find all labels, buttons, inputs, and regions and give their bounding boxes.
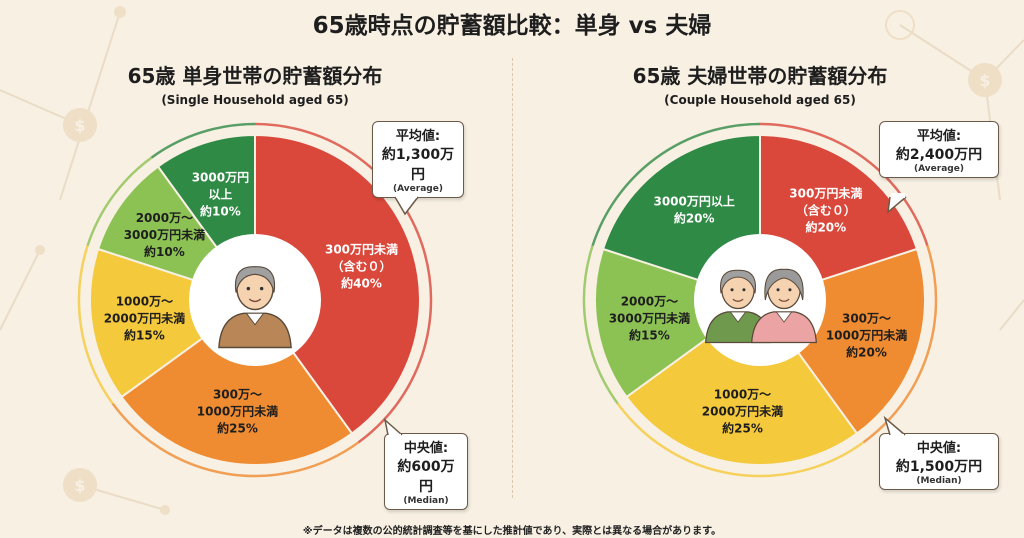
slice-category-label: （含む０） xyxy=(332,258,392,273)
slice-label: 3000万円以上約20% xyxy=(653,193,734,225)
slice-category-label: 以上 xyxy=(208,186,232,201)
slice-value-label: 約25% xyxy=(722,421,763,436)
slice-category-label: 2000万～ xyxy=(136,211,193,225)
elderly-man-icon xyxy=(218,266,292,349)
outer-ring-arc xyxy=(86,156,153,246)
slice-category-label: 1000万円未満 xyxy=(826,328,907,343)
page-title: 65歳時点の貯蓄額比較：単身 vs 夫婦 xyxy=(312,13,712,39)
slice-label: 2000万～ 3000万円未満約15% xyxy=(609,295,690,343)
slice-value-label: 約20% xyxy=(674,210,715,225)
average-label: 平均値: xyxy=(916,129,962,144)
single-chart-heading: 65歳 単身世帯の貯蓄額分布 (Single Household aged 65… xyxy=(35,60,475,107)
single-pie-chart: 300万円未満 （含む０） 約40% 300万～ 1000万円未満約25% 1000万～ 2… xyxy=(77,122,433,478)
slice-value-label: 約25% xyxy=(217,421,258,436)
couple-average-callout: 平均値: 約2,400万円 (Average) xyxy=(879,121,999,178)
slice-value-label: 約40% xyxy=(341,275,382,290)
slice-category-label: 2000万円未満 xyxy=(702,404,783,419)
svg-text:$: $ xyxy=(74,476,85,495)
median-value: 約600万円 xyxy=(397,459,455,495)
slice-value-label: 約20% xyxy=(846,345,887,360)
pie-slice xyxy=(120,298,354,466)
slice-category-label: 300万円未満 xyxy=(325,241,398,256)
slice-category-label: 3000万円未満 xyxy=(124,227,205,242)
slice-label: 300万～ 1000万円未満約20% xyxy=(826,312,907,360)
outer-ring-arc xyxy=(150,122,256,159)
slice-label: 300万～ 1000万円未満約25% xyxy=(197,388,278,436)
average-label: 平均値: xyxy=(395,129,441,144)
outer-ring-arc xyxy=(582,245,619,405)
couple-chart-subtitle: (Couple Household aged 65) xyxy=(664,93,856,107)
couple-pie-chart: 300万円未満（含む０）約20%300万～ 1000万円未満約20%1000万～ 2… xyxy=(582,122,938,478)
couple-median-callout: 中央値: 約1,500万円 (Median) xyxy=(879,433,999,490)
slice-label: 2000万～ 3000万円未満約10% xyxy=(124,211,205,259)
median-value: 約1,500万円 xyxy=(895,459,983,475)
slice-value-label: 約20% xyxy=(805,219,846,234)
slice-label: 1000万～ 2000万円未満約15% xyxy=(104,295,185,343)
slice-label: 300万円未満 （含む０） 約40% xyxy=(325,241,398,290)
average-value: 約2,400万円 xyxy=(895,147,983,163)
slice-category-label: 3000万円未満 xyxy=(609,311,690,326)
pie-slice xyxy=(254,133,421,435)
outer-ring-arc xyxy=(77,245,114,405)
slice-category-label: 2000万～ xyxy=(621,295,678,309)
slice-category-label: 300万～ xyxy=(213,388,262,402)
median-label: 中央値: xyxy=(403,441,449,456)
single-median-callout: 中央値: 約600万円 (Median) xyxy=(384,433,468,510)
slice-value-label: 約10% xyxy=(200,203,241,218)
slice-value-label: 約15% xyxy=(124,328,165,343)
slice-category-label: 2000万円未満 xyxy=(104,311,185,326)
pie-slice xyxy=(625,298,859,466)
svg-text:$: $ xyxy=(74,116,85,135)
outer-ring-arc xyxy=(111,402,360,478)
slice-label: 300万円未満 （含む０） 約20% xyxy=(789,185,862,234)
outer-ring-arc xyxy=(254,122,433,444)
average-en: (Average) xyxy=(914,164,964,174)
couple-chart-title: 65歳 夫婦世帯の貯蓄額分布 xyxy=(632,64,888,88)
slice-category-label: 300万円未満 xyxy=(789,185,862,200)
outer-ring-arc xyxy=(591,122,761,247)
slice-label: 1000万～ 2000万円未満約25% xyxy=(702,388,783,436)
outer-ring-arc xyxy=(759,122,929,247)
slice-category-label: 3000万円 xyxy=(192,170,249,184)
slice-category-label: （含む０） xyxy=(796,202,856,217)
callout-tail xyxy=(887,196,907,214)
slice-value-label: 約15% xyxy=(629,328,670,343)
single-average-callout: 平均値: 約1,300万円 (Average) xyxy=(372,121,464,198)
callout-tail xyxy=(383,417,403,436)
pie-slice xyxy=(89,247,258,399)
callout-tail xyxy=(394,196,419,216)
slice-label: 3000万円以上約10% xyxy=(192,170,249,218)
outer-ring-arc xyxy=(616,402,865,478)
single-chart-subtitle: (Single Household aged 65) xyxy=(161,93,349,107)
divider xyxy=(512,58,513,498)
median-en: (Median) xyxy=(916,476,962,486)
slice-value-label: 約10% xyxy=(144,244,185,259)
elderly-woman-icon xyxy=(751,268,817,344)
svg-text:$: $ xyxy=(979,71,990,90)
median-label: 中央値: xyxy=(916,441,962,456)
slice-category-label: 1000万～ xyxy=(116,295,173,309)
slice-category-label: 1000万円未満 xyxy=(197,404,278,419)
footnote: ※データは複数の公的統計調査等を基にした推計値であり、実際とは異なる場合がありま… xyxy=(302,526,722,537)
average-value: 約1,300万円 xyxy=(381,147,455,183)
median-en: (Median) xyxy=(403,496,449,506)
couple-chart-heading: 65歳 夫婦世帯の貯蓄額分布 (Couple Household aged 65… xyxy=(540,60,980,107)
pie-slice xyxy=(594,247,763,399)
slice-category-label: 300万～ xyxy=(842,312,891,326)
callout-tail xyxy=(883,415,906,436)
single-chart-title: 65歳 単身世帯の貯蓄額分布 xyxy=(127,64,383,88)
slice-category-label: 3000万円以上 xyxy=(653,193,734,208)
average-en: (Average) xyxy=(393,184,443,194)
slice-category-label: 1000万～ xyxy=(714,388,771,402)
